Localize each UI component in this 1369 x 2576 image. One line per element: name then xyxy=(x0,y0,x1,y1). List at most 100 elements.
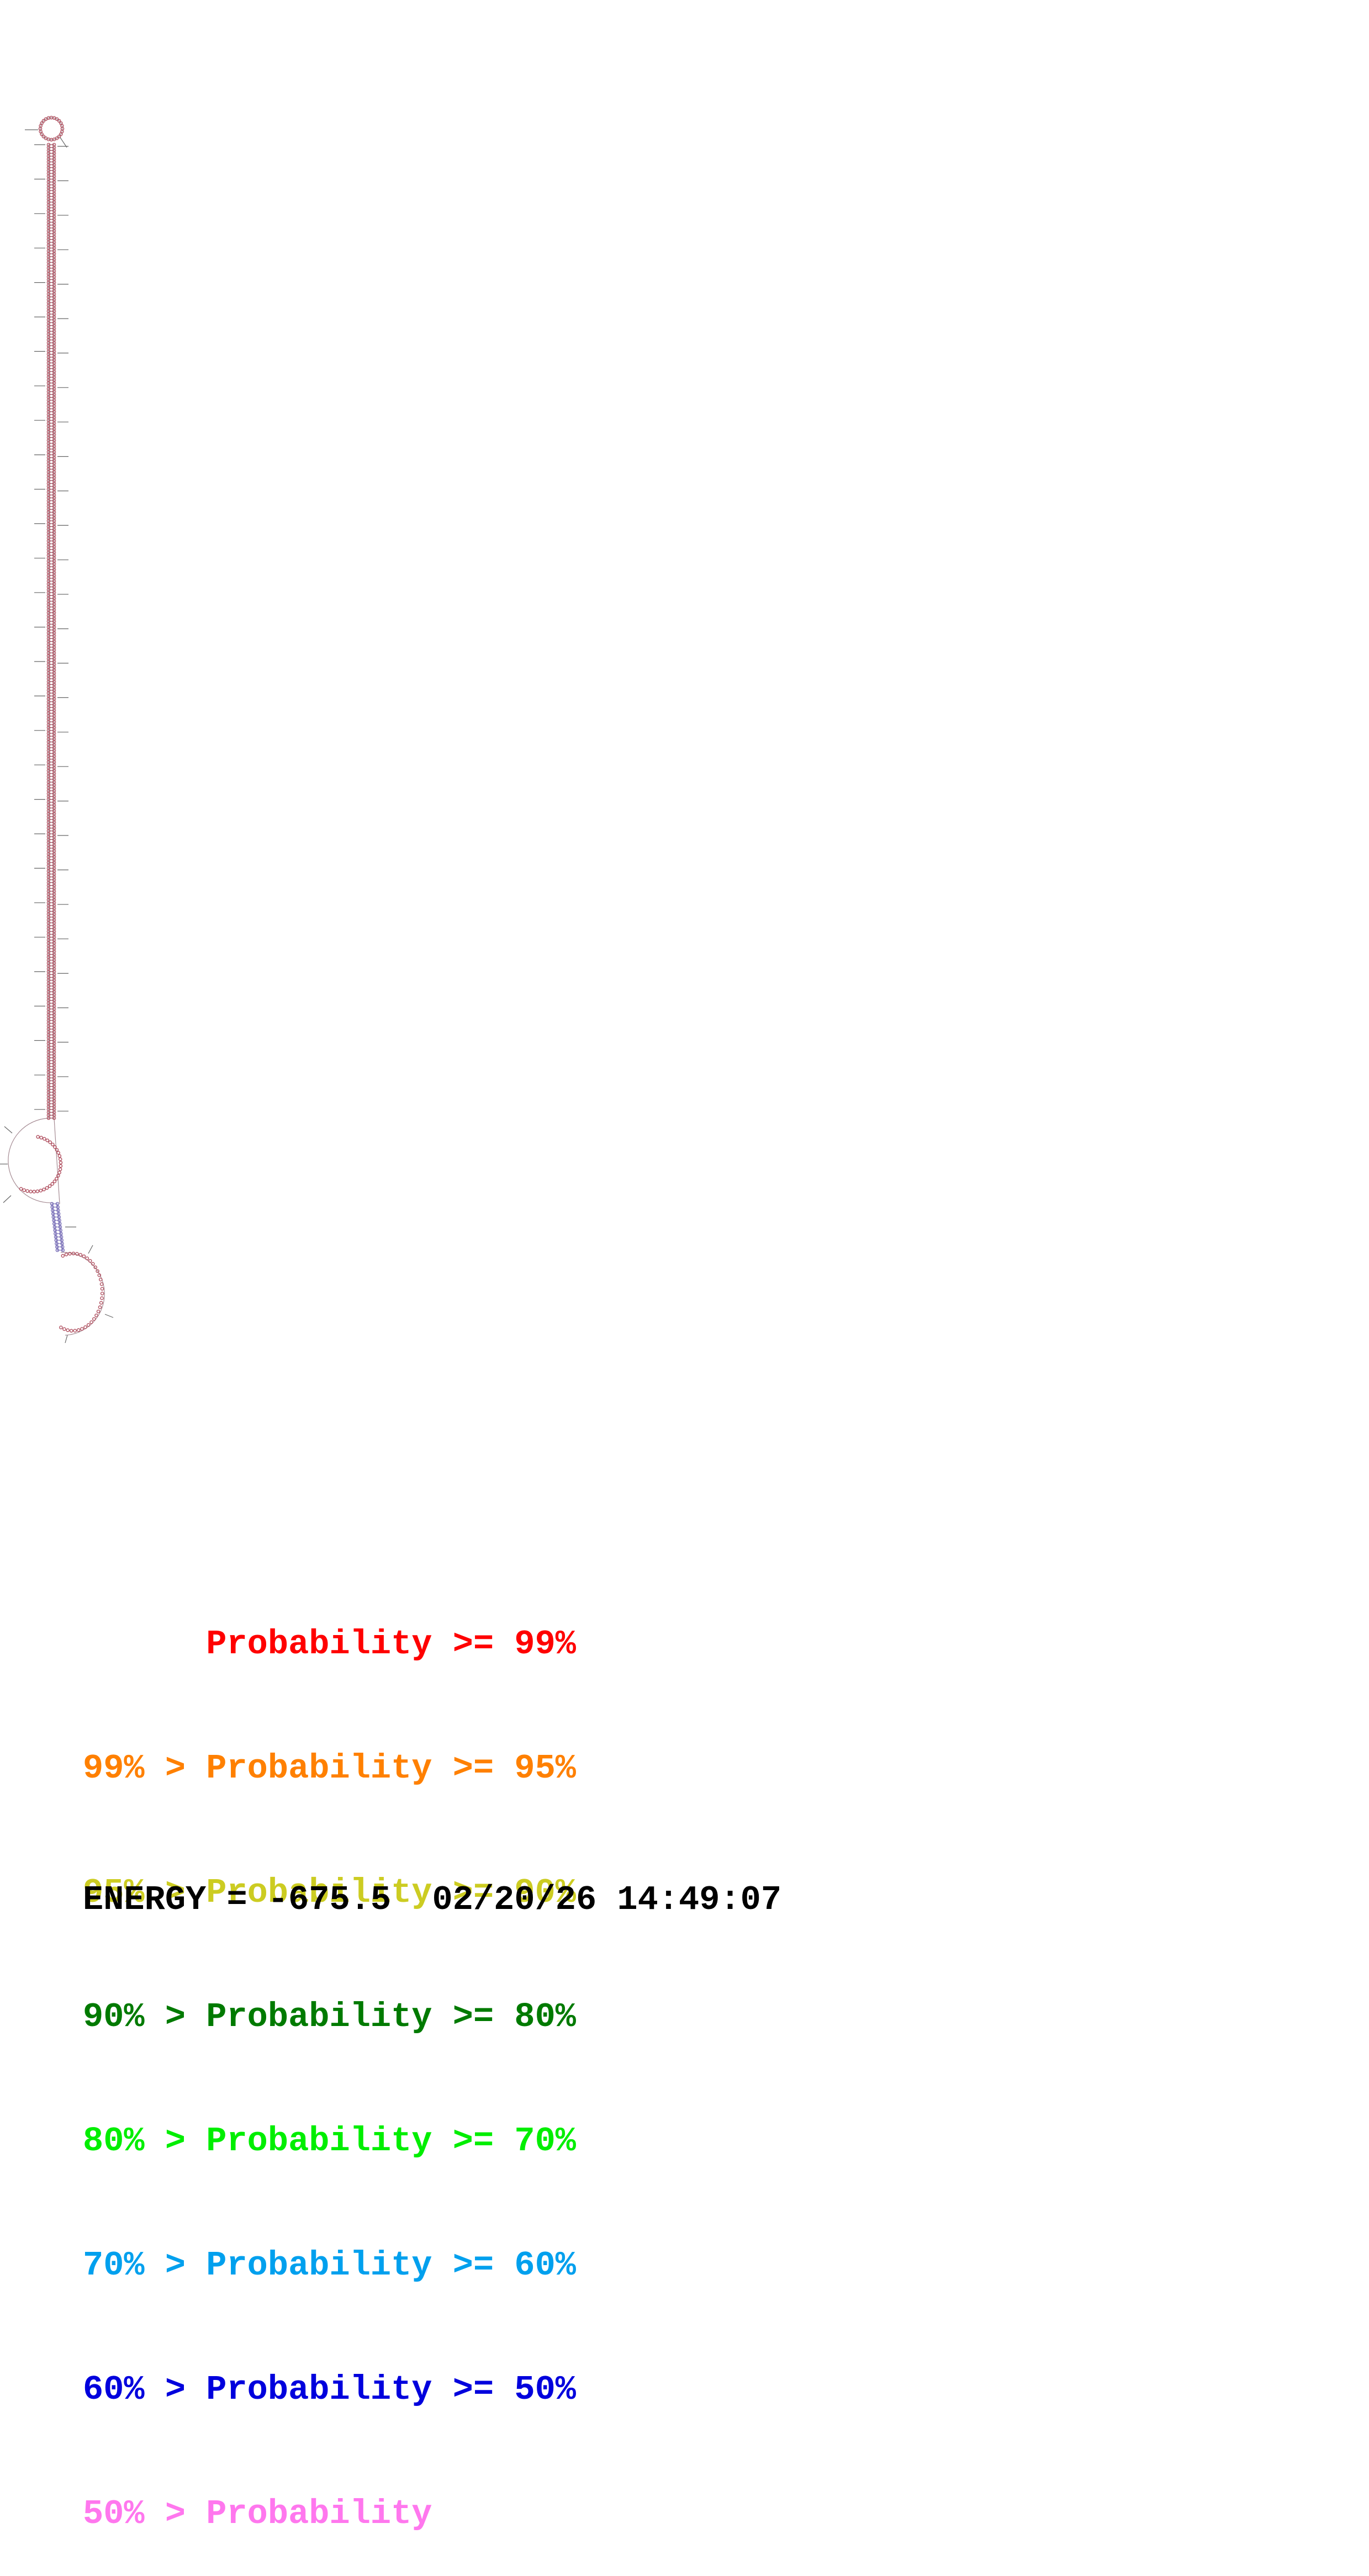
nucleotide xyxy=(57,134,61,139)
nucleotide xyxy=(76,1328,81,1332)
nucleotide xyxy=(78,1253,83,1257)
nucleotide xyxy=(51,1208,55,1213)
legend-label: Probability xyxy=(206,1625,432,1664)
nucleotide xyxy=(61,1253,65,1258)
nucleotide xyxy=(40,121,44,125)
nucleotide xyxy=(53,1228,57,1233)
nucleotide xyxy=(50,1205,55,1209)
nucleotide xyxy=(85,1256,89,1261)
nucleotide xyxy=(54,1235,58,1239)
nucleotide xyxy=(57,1215,61,1219)
nucleotide xyxy=(80,1327,84,1331)
nucleotide xyxy=(66,1328,70,1332)
hairpin-backbone xyxy=(40,117,63,140)
nucleotide xyxy=(41,134,46,139)
left-loop-backbone xyxy=(8,1118,53,1203)
legend-label: Probability xyxy=(206,2122,432,2161)
nucleotide xyxy=(56,1151,60,1155)
nucleotide xyxy=(54,1231,57,1236)
nucleotide xyxy=(62,1327,66,1331)
nucleotide xyxy=(99,1300,103,1305)
nucleotide xyxy=(56,1208,60,1213)
nucleotide xyxy=(55,117,59,121)
nucleotide xyxy=(41,119,46,123)
numbering-tick-layer xyxy=(0,129,114,1343)
nucleotide xyxy=(93,1265,98,1270)
nucleotide xyxy=(44,136,48,140)
nucleotide xyxy=(92,1317,96,1321)
legend-row-6: 70% > Probability >= 60% xyxy=(83,2245,576,2286)
legend-suffix: >= 99% xyxy=(452,1625,576,1664)
legend-suffix: >= 50% xyxy=(452,2370,576,2409)
nucleotide xyxy=(57,1218,61,1223)
nucleotide xyxy=(68,1252,72,1256)
legend-prefix: 99% > xyxy=(83,1749,186,1788)
nucleotide xyxy=(59,132,63,136)
nucleotide xyxy=(59,1325,63,1330)
nucleotide xyxy=(52,1116,56,1120)
legend-suffix: >= 80% xyxy=(452,1997,576,2037)
nucleotide xyxy=(25,1189,29,1193)
backbone-layer xyxy=(8,117,105,1336)
legend-label: Probability xyxy=(206,1749,432,1788)
legend-suffix: >= 70% xyxy=(452,2122,576,2161)
base-pair-layer xyxy=(49,144,63,1251)
nucleotide xyxy=(82,1254,86,1258)
nucleotide xyxy=(51,1215,56,1219)
nucleotide xyxy=(50,1182,55,1186)
legend-prefix: 80% > xyxy=(83,2122,186,2161)
numbering-tick xyxy=(65,1335,68,1343)
nucleotide xyxy=(56,1205,60,1209)
nucleotide xyxy=(55,1241,59,1246)
nucleotide xyxy=(58,1167,62,1171)
legend-row-3: 95% > Probability >= 90% xyxy=(83,1872,576,1913)
nucleotide xyxy=(53,1145,57,1149)
nucleotide xyxy=(94,1313,98,1318)
nucleotide xyxy=(52,1218,56,1223)
nucleotide xyxy=(71,1251,76,1256)
energy-time: 14:49:07 xyxy=(617,1880,782,1919)
nucleotide xyxy=(88,1259,92,1263)
nucleotide xyxy=(57,1221,62,1226)
nucleotide xyxy=(43,1137,46,1141)
numbering-tick xyxy=(60,137,67,148)
nucleotide xyxy=(69,1329,73,1333)
legend-row-2: 99% > Probability >= 95% xyxy=(83,1748,576,1789)
legend-row-7: 60% > Probability >= 50% xyxy=(83,2369,576,2410)
nucleotide xyxy=(52,1225,57,1229)
nucleotide xyxy=(99,1277,103,1282)
nucleotide xyxy=(32,1189,36,1194)
nucleotide xyxy=(51,1142,55,1146)
legend-suffix: >= 95% xyxy=(452,1749,576,1788)
numbering-tick xyxy=(88,1245,93,1254)
nucleotide xyxy=(42,1187,46,1192)
legend-label: Probability xyxy=(206,2494,432,2533)
nucleotide xyxy=(52,1179,57,1183)
numbering-tick xyxy=(104,1314,114,1318)
nucleotide xyxy=(83,1325,87,1329)
nucleotide xyxy=(60,1245,65,1249)
legend-prefix: 90% > xyxy=(83,1997,186,2037)
energy-value: -675.5 xyxy=(267,1880,392,1919)
legend-prefix: 95% > xyxy=(83,1873,186,1912)
nucleotide xyxy=(89,1320,93,1324)
nucleotide xyxy=(59,1228,62,1233)
probability-legend: Probability >= 99% 99% > Probability >= … xyxy=(83,1541,576,2576)
nucleotide xyxy=(57,1171,61,1175)
nucleotide xyxy=(86,1323,91,1327)
nucleotide xyxy=(56,1173,60,1178)
nucleotide xyxy=(47,1184,52,1188)
nucleotide xyxy=(29,1189,33,1194)
nucleotide xyxy=(99,1282,104,1286)
nucleotide xyxy=(59,1231,63,1236)
nucleotide xyxy=(61,1248,65,1252)
nucleotide xyxy=(91,1262,95,1266)
nucleotide xyxy=(60,1238,64,1242)
legend-prefix: 70% > xyxy=(83,2246,186,2285)
legend-label: Probability xyxy=(206,1997,432,2037)
numbering-tick xyxy=(3,1195,12,1203)
energy-line: ENERGY = -675.5 02/20/26 14:49:07 xyxy=(83,1880,782,1919)
nucleotide xyxy=(57,1154,62,1158)
nucleotide xyxy=(45,1186,49,1190)
legend-suffix: >= 90% xyxy=(452,1873,576,1912)
